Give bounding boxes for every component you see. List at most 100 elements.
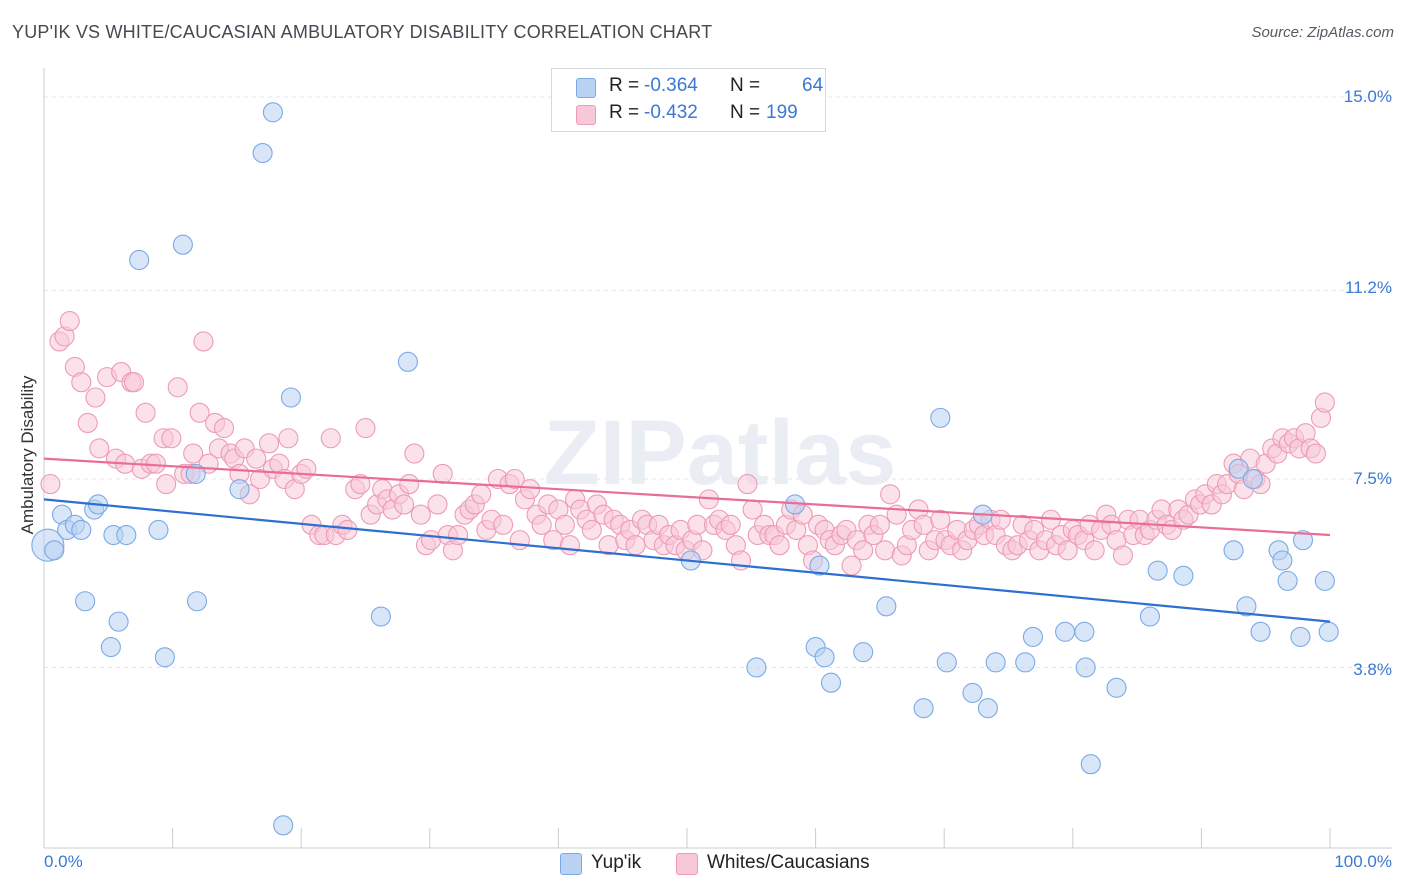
whites-point — [687, 514, 708, 535]
yupik-point — [172, 234, 193, 255]
yupik-point — [75, 591, 96, 612]
yupik-point — [1236, 596, 1257, 617]
yupik-point — [1075, 657, 1096, 678]
yupik-point — [1228, 458, 1249, 479]
yupik-point — [44, 540, 65, 561]
whites-point — [213, 418, 235, 439]
yupik-point — [930, 407, 951, 428]
bottom-legend-label: Yup'ik — [591, 852, 642, 873]
yupik-point — [1272, 550, 1293, 571]
whites-point — [161, 428, 182, 449]
whites-point — [504, 468, 525, 490]
yupik-point — [1106, 677, 1127, 698]
source-label: Source: ZipAtlas.com — [1251, 24, 1394, 41]
yupik-point — [100, 637, 121, 658]
whites-point — [930, 509, 951, 530]
legend: R = -0.364 N = 64 R = -0.432 N = 199 — [551, 68, 826, 132]
whites-point — [156, 474, 177, 495]
yupik-point — [108, 611, 129, 632]
yupik-point — [186, 591, 208, 612]
legend-r-label: R = — [609, 75, 640, 96]
yupik-point — [1015, 652, 1036, 673]
yupik-point — [252, 142, 273, 164]
whites-point — [625, 535, 646, 556]
yupik-point — [814, 647, 835, 668]
whites-point — [1314, 392, 1335, 413]
yupik-point — [1277, 570, 1298, 591]
legend-swatch-yupik — [576, 78, 596, 98]
yupik-trend-line — [43, 498, 1331, 623]
bottom-legend-swatch-yupik — [560, 853, 582, 875]
yupik-point — [273, 815, 294, 836]
series-whites-points — [40, 311, 1335, 576]
yupik-point — [853, 642, 874, 663]
yupik-point — [148, 519, 169, 540]
whites-trend-line — [43, 457, 1331, 537]
y-tick-label: 15.0% — [1343, 87, 1392, 106]
whites-point — [355, 418, 376, 439]
yupik-point — [280, 387, 301, 408]
whites-point — [432, 463, 453, 484]
whites-point — [559, 535, 581, 556]
whites-point — [990, 509, 1011, 530]
whites-point — [1084, 540, 1105, 561]
whites-point — [404, 443, 425, 464]
whites-point — [769, 535, 790, 556]
whites-point — [320, 428, 341, 449]
yupik-point — [1242, 468, 1263, 490]
legend-r-value: -0.432 — [644, 102, 698, 123]
whites-point — [399, 474, 420, 495]
whites-point — [520, 479, 541, 500]
whites-point — [77, 412, 98, 434]
yupik-point — [71, 519, 92, 540]
whites-point — [135, 402, 156, 423]
legend-row-yupik: R = -0.364 N = 64 — [552, 74, 825, 100]
whites-point — [246, 448, 267, 469]
yupik-point — [1022, 626, 1043, 647]
yupik-point — [1074, 621, 1095, 642]
whites-point — [189, 402, 210, 423]
whites-point — [880, 484, 901, 505]
whites-point — [278, 428, 299, 449]
yupik-point — [1250, 621, 1271, 642]
legend-n-value: 199 — [766, 102, 798, 123]
whites-point — [394, 494, 415, 515]
chart-title: YUP'IK VS WHITE/CAUCASIAN AMBULATORY DIS… — [12, 22, 713, 42]
whites-point — [59, 311, 80, 332]
y-tick-label: 7.5% — [1353, 469, 1392, 488]
yupik-point — [1318, 621, 1339, 642]
whites-point — [874, 540, 896, 561]
whites-point — [471, 484, 492, 505]
legend-r-label: R = — [609, 102, 640, 123]
whites-point — [853, 540, 874, 561]
whites-point — [85, 387, 106, 408]
whites-point — [1057, 540, 1078, 561]
yupik-point — [397, 351, 418, 372]
yupik-point — [985, 652, 1006, 673]
legend-n-label: N = — [730, 102, 761, 123]
whites-point — [421, 530, 442, 551]
y-tick-label: 3.8% — [1353, 660, 1392, 679]
whites-point — [427, 494, 448, 515]
yupik-point — [809, 555, 830, 576]
whites-point — [167, 377, 188, 398]
bottom-legend-label: Whites/Caucasians — [707, 852, 870, 873]
whites-point — [71, 372, 92, 393]
yupik-point — [116, 524, 137, 546]
whites-point — [145, 453, 166, 474]
yupik-point — [185, 463, 206, 484]
whites-point — [183, 443, 204, 464]
whites-point — [123, 372, 145, 393]
yupik-point — [936, 652, 957, 673]
bottom-legend-swatch-whites — [676, 853, 698, 875]
yupik-point — [1139, 606, 1161, 627]
trend-lines — [43, 457, 1331, 623]
yupik-point — [262, 102, 283, 123]
whites-point — [720, 514, 741, 535]
yupik-point — [962, 682, 983, 703]
yupik-point — [1080, 754, 1101, 775]
whites-point — [554, 514, 575, 535]
yupik-point — [977, 698, 998, 719]
yupik-point — [129, 249, 150, 271]
